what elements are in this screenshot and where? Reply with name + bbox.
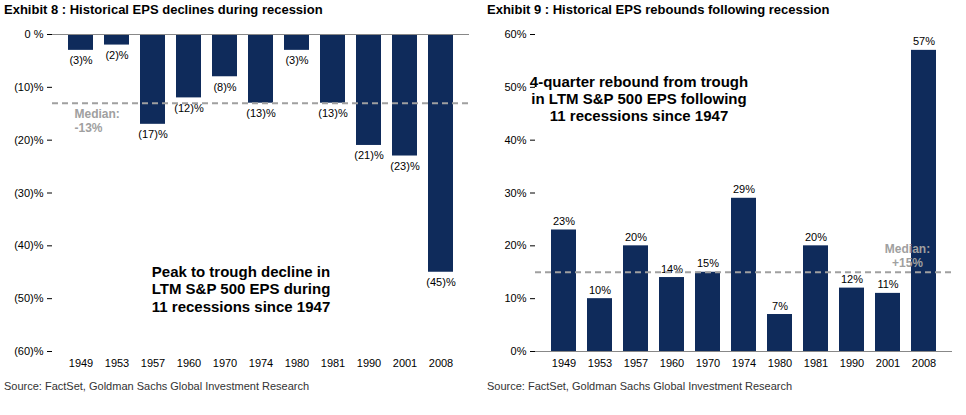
svg-text:2008: 2008 — [912, 357, 936, 369]
svg-text:1949: 1949 — [69, 357, 93, 369]
svg-text:60%: 60% — [504, 28, 526, 40]
svg-text:1990: 1990 — [840, 357, 864, 369]
svg-text:1974: 1974 — [249, 357, 273, 369]
svg-text:1970: 1970 — [696, 357, 720, 369]
svg-text:(40)%: (40)% — [14, 239, 44, 251]
svg-text:50%: 50% — [504, 81, 526, 93]
html-text:Source: FactSet, Goldman Sachs: Source: FactSet, Goldman Sachs Global In… — [4, 380, 310, 392]
svg-text:(12)%: (12)% — [174, 102, 204, 114]
svg-text:1981: 1981 — [804, 357, 828, 369]
svg-text:30%: 30% — [504, 187, 526, 199]
svg-text:(3)%: (3)% — [69, 54, 92, 66]
svg-text:(23)%: (23)% — [390, 160, 420, 172]
svg-text:1980: 1980 — [285, 357, 309, 369]
svg-text:23%: 23% — [553, 215, 575, 227]
svg-text:Median:-13%: Median:-13% — [75, 107, 120, 135]
svg-text:0 %: 0 % — [25, 28, 44, 40]
svg-text:(3)%: (3)% — [285, 54, 308, 66]
svg-text:(13)%: (13)% — [318, 107, 348, 119]
html-text:Exhibit 8 : Historical EPS dec: Exhibit 8 : Historical EPS declines duri… — [4, 2, 323, 17]
svg-text:1980: 1980 — [768, 357, 792, 369]
svg-text:Median:+15%: Median:+15% — [885, 242, 930, 270]
svg-text:1953: 1953 — [588, 357, 612, 369]
svg-text:(2)%: (2)% — [105, 49, 128, 61]
svg-text:(60)%: (60)% — [14, 345, 44, 357]
svg-text:(17)%: (17)% — [138, 128, 168, 140]
svg-text:1990: 1990 — [357, 357, 381, 369]
svg-text:15%: 15% — [697, 257, 719, 269]
svg-text:1953: 1953 — [105, 357, 129, 369]
svg-text:20%: 20% — [625, 231, 647, 243]
svg-text:(21)%: (21)% — [354, 149, 384, 161]
svg-text:1949: 1949 — [552, 357, 576, 369]
svg-text:4-quarter rebound from troughi: 4-quarter rebound from troughin LTM S&P … — [530, 73, 748, 125]
svg-text:1957: 1957 — [624, 357, 648, 369]
svg-text:1957: 1957 — [141, 357, 165, 369]
svg-text:0%: 0% — [511, 345, 527, 357]
svg-text:(50)%: (50)% — [14, 292, 44, 304]
svg-text:14%: 14% — [661, 262, 683, 275]
svg-text:(45)%: (45)% — [426, 276, 456, 288]
svg-text:2001: 2001 — [876, 357, 900, 369]
svg-text:(30)%: (30)% — [14, 187, 44, 199]
svg-text:(20)%: (20)% — [14, 134, 44, 146]
svg-text:20%: 20% — [504, 239, 526, 251]
svg-text:10%: 10% — [589, 284, 611, 296]
svg-text:(10)%: (10)% — [14, 81, 44, 93]
svg-text:12%: 12% — [841, 273, 863, 285]
svg-text:7%: 7% — [772, 300, 788, 312]
html-text:Source: FactSet, Goldman Sachs: Source: FactSet, Goldman Sachs Global In… — [487, 380, 793, 392]
svg-text:29%: 29% — [733, 183, 755, 195]
svg-text:40%: 40% — [504, 134, 526, 146]
svg-text:(13)%: (13)% — [246, 107, 276, 119]
svg-text:2008: 2008 — [429, 357, 453, 369]
svg-text:10%: 10% — [504, 292, 526, 304]
svg-text:1960: 1960 — [660, 357, 684, 369]
svg-text:1960: 1960 — [177, 357, 201, 369]
html-text:Exhibit 9 : Historical EPS reb: Exhibit 9 : Historical EPS rebounds foll… — [487, 2, 830, 17]
svg-text:57%: 57% — [913, 35, 935, 47]
svg-text:11%: 11% — [877, 278, 898, 290]
svg-text:1981: 1981 — [321, 357, 345, 369]
svg-text:1970: 1970 — [213, 357, 237, 369]
svg-text:(8)%: (8)% — [213, 81, 236, 93]
svg-text:1974: 1974 — [732, 357, 756, 369]
svg-text:20%: 20% — [805, 231, 827, 243]
svg-text:Peak to trough decline inLTM S: Peak to trough decline inLTM S&P 500 EPS… — [152, 263, 331, 315]
svg-text:2001: 2001 — [393, 357, 417, 369]
